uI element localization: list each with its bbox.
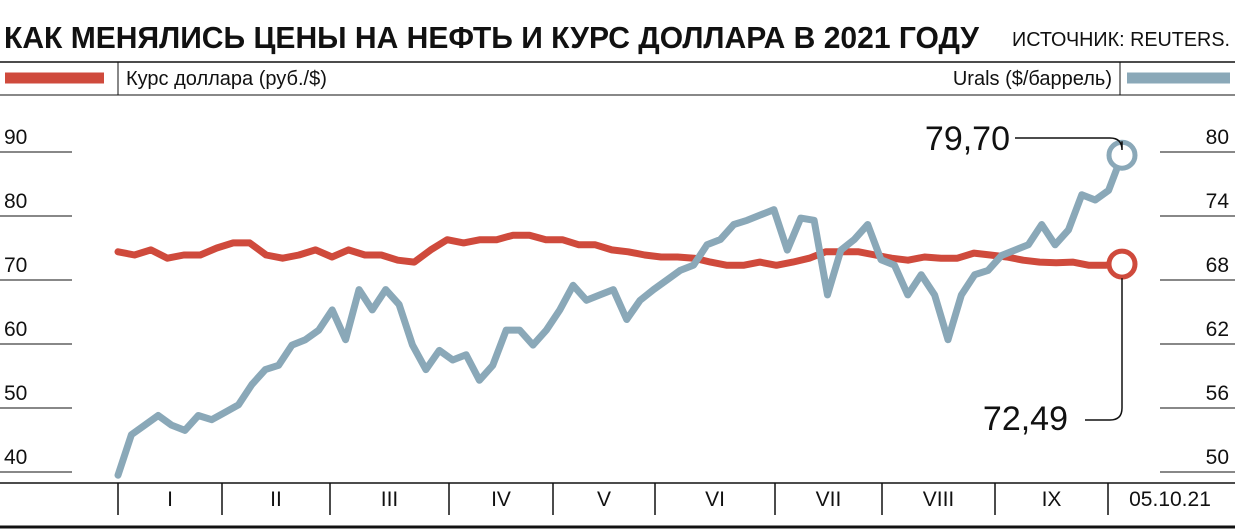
- y-tick-label: 90: [4, 126, 27, 149]
- x-tick-label: IV: [491, 488, 511, 511]
- annotation: 79,70: [925, 120, 1010, 158]
- legend-label: Курс доллара (руб./$): [126, 68, 327, 90]
- y-tick-label: 60: [4, 318, 27, 341]
- y-tick-label: 70: [4, 254, 27, 277]
- y2-tick-label: 74: [1206, 190, 1230, 213]
- y2-tick-label: 68: [1206, 254, 1229, 277]
- leader-line: [1015, 137, 1123, 151]
- x-tick-label: I: [167, 488, 173, 511]
- chart-title: КАК МЕНЯЛИСЬ ЦЕНЫ НА НЕФТЬ И КУРС ДОЛЛАР…: [4, 20, 980, 55]
- end-marker: [1106, 248, 1138, 280]
- x-tick-label: VI: [705, 488, 725, 511]
- series-line: [114, 151, 1126, 479]
- y-tick-label: 50: [4, 382, 27, 405]
- y2-tick-label: 62: [1206, 318, 1229, 341]
- x-tick-label: V: [597, 488, 611, 511]
- x-end-label: 05.10.21: [1129, 488, 1211, 511]
- source: ИСТОЧНИК: REUTERS.: [1012, 29, 1230, 51]
- y2-tick-label: 56: [1206, 382, 1229, 405]
- x-tick-label: IX: [1042, 488, 1062, 511]
- legend-label: Urals ($/баррель): [953, 68, 1112, 90]
- y-tick-label: 40: [4, 446, 27, 469]
- annotation: 72,49: [983, 400, 1068, 438]
- leader-line: [1085, 278, 1123, 421]
- series-line: [114, 231, 1126, 269]
- x-tick-label: II: [270, 488, 282, 511]
- y2-tick-label: 50: [1206, 446, 1229, 469]
- y2-tick-label: 80: [1206, 126, 1229, 149]
- y-tick-label: 80: [4, 190, 27, 213]
- x-tick-label: VIII: [923, 488, 955, 511]
- x-tick-label: VII: [816, 488, 842, 511]
- x-tick-label: III: [381, 488, 399, 511]
